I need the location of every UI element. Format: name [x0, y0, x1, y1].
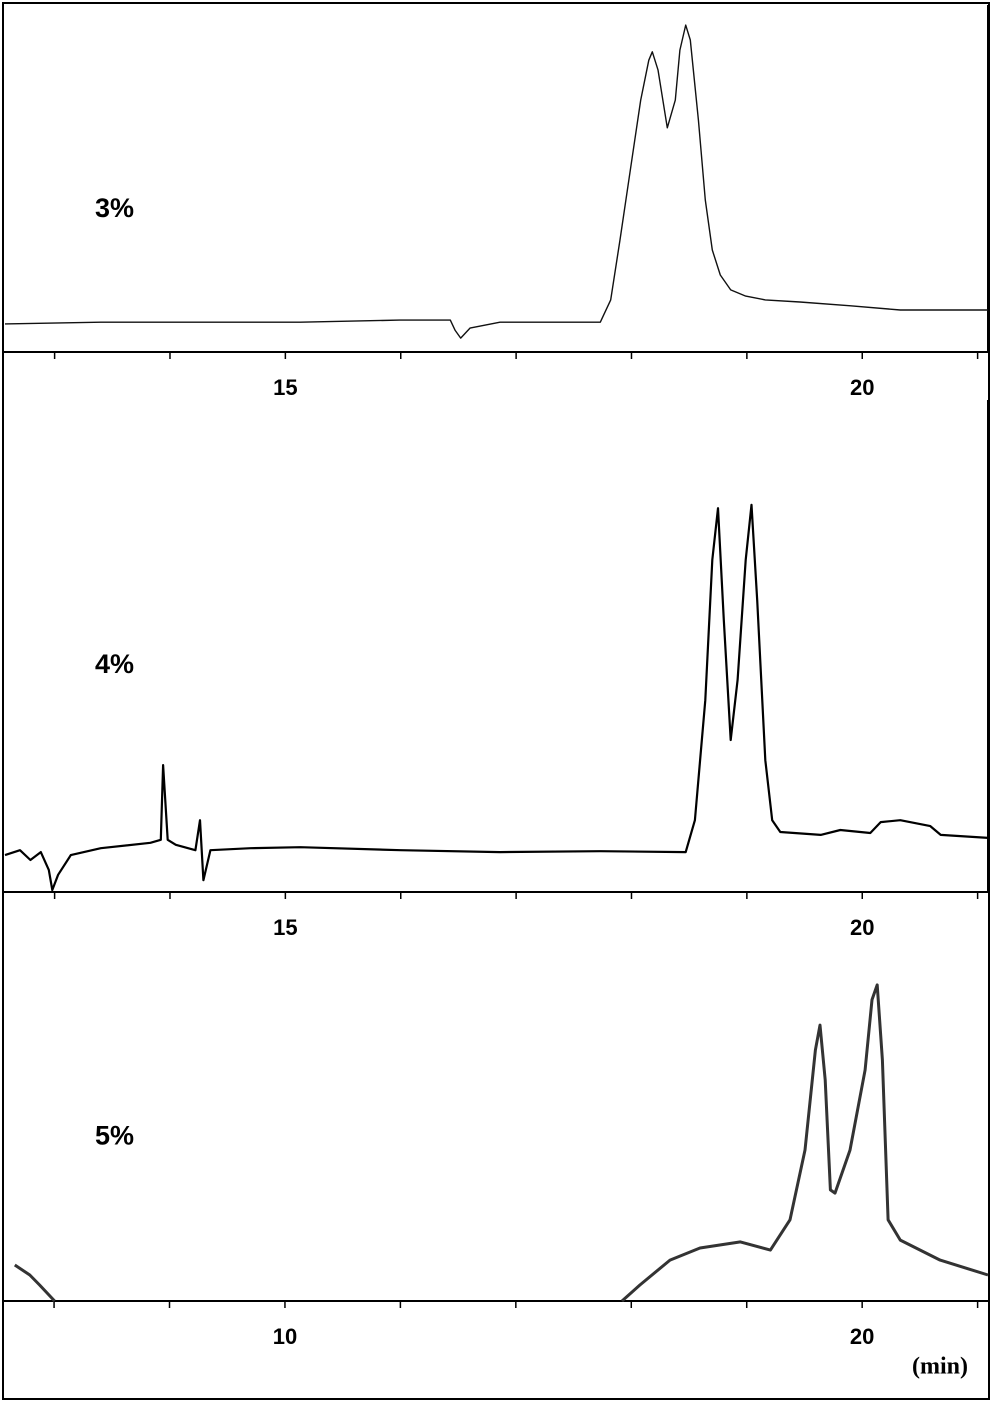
trace: [13, 983, 989, 1303]
x-tick-label: 10: [273, 1324, 297, 1349]
x-tick-label: 20: [850, 375, 874, 400]
x-tick-label: 15: [273, 375, 297, 400]
trace: [4, 24, 988, 339]
panel-label: 5%: [95, 1120, 134, 1150]
x-tick-label: 20: [850, 1324, 874, 1349]
panel-label: 4%: [95, 649, 134, 679]
x-tick-label: 15: [273, 915, 297, 940]
x-axis-label: (min): [912, 1354, 968, 1380]
panel-label: 3%: [95, 193, 134, 223]
x-tick-label: 20: [850, 915, 874, 940]
trace: [4, 503, 989, 892]
